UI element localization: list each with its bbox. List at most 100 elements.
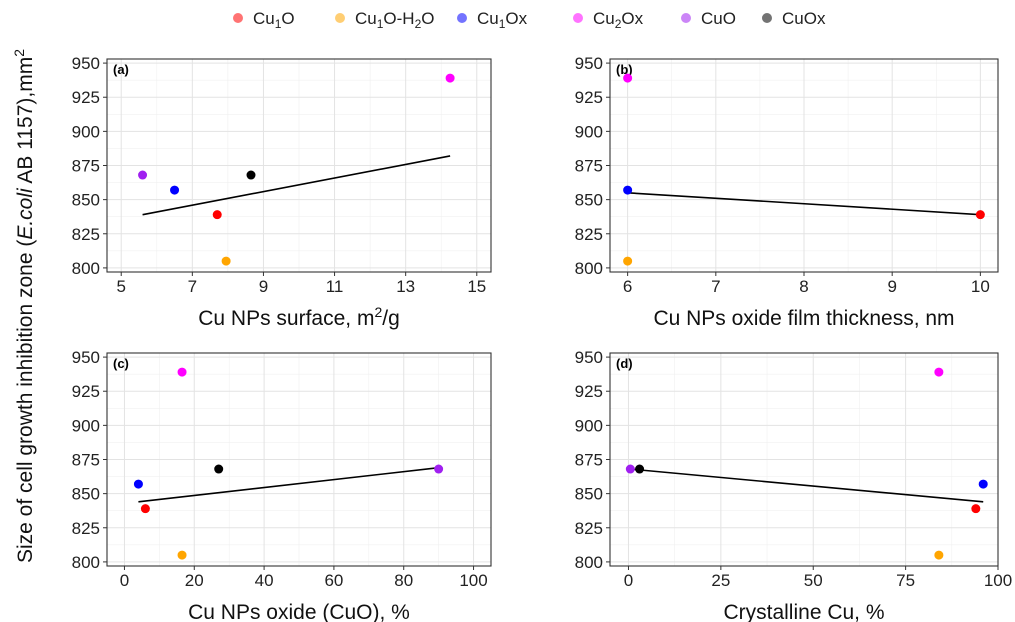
y-tick-label: 800 xyxy=(575,553,603,572)
legend-label: CuO xyxy=(701,9,736,28)
x-tick-label: 7 xyxy=(711,277,720,296)
y-tick-label: 825 xyxy=(72,225,100,244)
y-tick-label: 825 xyxy=(72,519,100,538)
y-tick-label: 850 xyxy=(575,485,603,504)
x-tick-label: 13 xyxy=(396,277,415,296)
data-point xyxy=(625,464,635,474)
legend-label: Cu2Ox xyxy=(593,9,644,31)
x-tick-label: 7 xyxy=(188,277,197,296)
y-tick-label: 900 xyxy=(72,416,100,435)
x-axis-label: Cu NPs oxide film thickness, nm xyxy=(653,307,954,330)
x-tick-label: 11 xyxy=(326,277,344,296)
x-tick-label: 6 xyxy=(623,277,632,296)
legend-label: CuOx xyxy=(782,9,826,28)
data-point xyxy=(221,256,231,266)
x-tick-label: 40 xyxy=(255,571,274,590)
data-point xyxy=(978,479,988,489)
legend-item: CuOx xyxy=(762,9,826,28)
data-point xyxy=(623,73,633,83)
x-axis-label: Crystalline Cu, % xyxy=(723,601,884,622)
data-point xyxy=(934,367,944,377)
data-point xyxy=(623,185,633,195)
y-tick-label: 900 xyxy=(575,122,603,141)
trend-line xyxy=(142,155,451,216)
legend-item: Cu1O-H2O xyxy=(335,9,435,31)
y-tick-label: 950 xyxy=(72,54,100,73)
y-tick-label: 950 xyxy=(72,348,100,367)
legend-item: Cu1O xyxy=(233,9,295,31)
y-tick-label: 850 xyxy=(575,191,603,210)
x-tick-label: 60 xyxy=(324,571,343,590)
legend-marker xyxy=(681,13,691,23)
data-point xyxy=(635,464,645,474)
chart-panel: 0 20 40 60 80 100 800 825 850 875 900 925 950 Cu NPs … xyxy=(72,348,492,622)
y-tick-label: 875 xyxy=(575,451,603,470)
y-tick-label: 850 xyxy=(72,191,100,210)
data-point xyxy=(623,256,633,266)
x-tick-label: 50 xyxy=(804,571,823,590)
data-point xyxy=(934,550,944,560)
y-tick-label: 900 xyxy=(72,122,100,141)
x-axis-label: Cu NPs oxide (CuO), % xyxy=(188,601,410,622)
legend-item: Cu1Ox xyxy=(457,9,528,31)
y-tick-label: 950 xyxy=(575,348,603,367)
legend: Cu1O Cu1O-H2O Cu1Ox Cu2Ox CuO CuOx xyxy=(233,9,826,31)
chart-panel: 5 7 9 11 13 15 800 825 850 875 900 925 950 Cu NPs sur… xyxy=(72,54,492,330)
x-tick-label: 10 xyxy=(971,277,990,296)
trend-line xyxy=(630,468,984,503)
x-tick-label: 20 xyxy=(185,571,204,590)
legend-marker xyxy=(762,13,772,23)
data-point xyxy=(212,210,222,220)
y-tick-label: 925 xyxy=(575,382,603,401)
chart-panel: 6 7 8 9 10 800 825 850 875 900 925 950 Cu NPs oxide … xyxy=(575,54,999,330)
y-tick-label: 875 xyxy=(575,157,603,176)
x-axis-label: Cu NPs surface, m2/g xyxy=(198,304,400,330)
legend-label: Cu1O xyxy=(253,9,295,31)
legend-marker xyxy=(573,13,583,23)
trend-line xyxy=(627,192,981,216)
y-tick-label: 850 xyxy=(72,485,100,504)
y-tick-label: 900 xyxy=(575,416,603,435)
y-axis-label-group: Size of cell growth inhibition zone (E.c… xyxy=(11,49,37,563)
x-tick-label: 9 xyxy=(259,277,268,296)
data-point xyxy=(975,210,985,220)
data-point xyxy=(246,170,256,180)
x-tick-label: 100 xyxy=(984,571,1012,590)
data-point xyxy=(214,464,224,474)
x-tick-label: 0 xyxy=(120,571,129,590)
legend-item: CuO xyxy=(681,9,736,28)
x-tick-label: 15 xyxy=(467,277,486,296)
legend-item: Cu2Ox xyxy=(573,9,644,31)
chart-panel: 0 25 50 75 100 800 825 850 875 900 925 950 Crystalli… xyxy=(575,348,1013,622)
x-tick-label: 75 xyxy=(896,571,915,590)
legend-label: Cu1Ox xyxy=(477,9,528,31)
legend-marker xyxy=(233,13,243,23)
data-point xyxy=(434,464,444,474)
x-tick-label: 100 xyxy=(459,571,487,590)
panel-tag: (d) xyxy=(616,356,633,371)
trend-line xyxy=(138,466,439,503)
y-tick-label: 875 xyxy=(72,157,100,176)
legend-marker xyxy=(335,13,345,23)
x-tick-label: 9 xyxy=(887,277,896,296)
y-tick-label: 950 xyxy=(575,54,603,73)
x-tick-label: 0 xyxy=(624,571,633,590)
y-tick-label: 925 xyxy=(575,88,603,107)
x-tick-label: 25 xyxy=(711,571,730,590)
data-point xyxy=(971,504,981,514)
x-tick-label: 8 xyxy=(799,277,808,296)
y-tick-label: 925 xyxy=(72,382,100,401)
y-tick-label: 800 xyxy=(72,259,100,278)
legend-marker xyxy=(457,13,467,23)
panel-tag: (c) xyxy=(113,356,129,371)
y-tick-label: 925 xyxy=(72,88,100,107)
y-tick-label: 800 xyxy=(575,259,603,278)
y-tick-label: 800 xyxy=(72,553,100,572)
y-axis-label: Size of cell growth inhibition zone (E.c… xyxy=(11,49,37,563)
data-point xyxy=(170,185,180,195)
x-tick-label: 80 xyxy=(394,571,413,590)
y-tick-label: 825 xyxy=(575,519,603,538)
data-point xyxy=(133,479,143,489)
